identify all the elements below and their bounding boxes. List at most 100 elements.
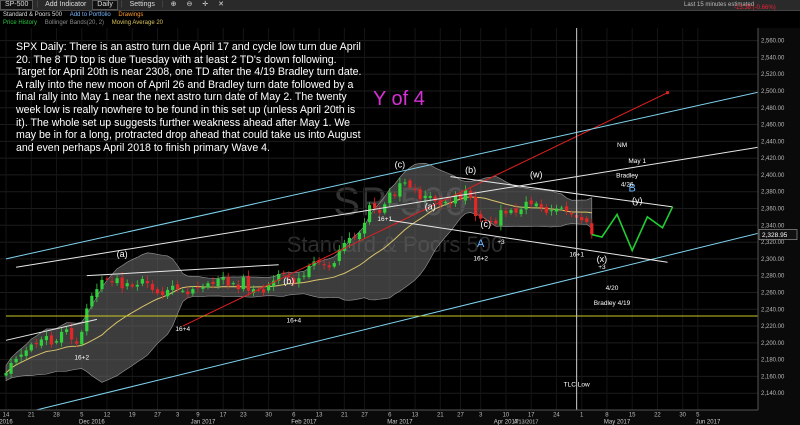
legend-bollinger[interactable]: Bollinger Bands(20, 2) [44, 20, 105, 26]
date-tick-label: 21 [341, 413, 348, 419]
candle [171, 280, 175, 295]
candle [580, 213, 584, 224]
wave-annotation: 16+2 [74, 355, 89, 362]
candle [216, 276, 220, 289]
analysis-commentary: SPX Daily: There is an astro turn due Ap… [16, 41, 362, 154]
drawings-link[interactable]: Drawings [118, 12, 144, 18]
candle-body [100, 279, 104, 290]
date-tick-label: 24 [553, 413, 560, 419]
candle-body [499, 210, 503, 226]
candle [458, 191, 463, 201]
candle-body [302, 275, 306, 277]
candle-body [393, 194, 397, 196]
candle-body [44, 336, 48, 341]
candle [59, 327, 64, 347]
crosshair-icon[interactable]: ✛ [202, 1, 209, 8]
wave-annotation: (c) [481, 219, 492, 229]
candle [332, 260, 336, 269]
price-tick-label: 2,500.00 [761, 89, 785, 95]
date-tick-label: 21 [437, 413, 444, 419]
time-axis [0, 410, 800, 425]
price-tick-label: 2,540.00 [761, 55, 785, 61]
date-tick-label: 10 [503, 413, 510, 419]
candle-body [504, 210, 508, 214]
month-label: May 2017 [604, 420, 631, 425]
projection-path [591, 206, 674, 253]
wave-annotation: 16+1 [377, 216, 392, 223]
candle-body [564, 206, 569, 212]
candle [292, 275, 296, 286]
interval-select[interactable]: Daily [92, 0, 118, 10]
candle-body [383, 204, 387, 213]
candle-body [479, 214, 483, 219]
candle [362, 218, 367, 238]
candle-body [135, 284, 139, 287]
candle-body [171, 285, 175, 290]
candle [282, 270, 286, 276]
date-tick-label: 3 [176, 413, 180, 419]
date-tick-label: 15 [629, 413, 636, 419]
date-tick-label: 19 [129, 413, 136, 419]
candle [4, 370, 8, 378]
toolbar: SP-500 | Add Indicator Daily | Settings … [0, 0, 800, 11]
candle-body [489, 221, 493, 223]
candle-body [186, 291, 190, 295]
candle [509, 208, 513, 215]
candle [539, 199, 543, 212]
month-label: Jun 2017 [696, 420, 721, 425]
candle-body [29, 344, 33, 351]
white-b-line [450, 176, 673, 208]
candle [160, 286, 165, 300]
date-tick-label: 5 [80, 413, 84, 419]
candle-body [125, 283, 129, 287]
candle [54, 339, 59, 345]
month-label: 2016 [0, 420, 13, 425]
date-tick-label: 5 [696, 413, 700, 419]
candle [176, 280, 180, 293]
candle-body [373, 203, 377, 209]
legend-moving-average[interactable]: Moving Average 20 [111, 20, 163, 26]
month-label: Mar 2017 [387, 420, 413, 425]
candle-body [120, 277, 124, 289]
date-tick-label: 22 [654, 413, 661, 419]
month-label: Dec 2016 [79, 420, 105, 425]
candle [140, 276, 144, 287]
close-icon[interactable]: ✕ [218, 1, 224, 8]
candle-body [145, 281, 149, 284]
add-indicator-button[interactable]: Add Indicator [45, 1, 87, 8]
candle-body [342, 242, 346, 251]
candle [65, 326, 69, 335]
candle-body [514, 208, 518, 213]
zoom-out-icon[interactable]: ⊖ [186, 1, 193, 8]
candle [186, 286, 190, 299]
candle-body [509, 210, 513, 213]
wave-annotation: (c) [395, 159, 406, 169]
candle-body [524, 201, 528, 210]
candle [100, 276, 104, 293]
date-tick-label: 27 [457, 413, 464, 419]
candle-body [352, 236, 357, 238]
symbol-input[interactable]: SP-500 [0, 0, 34, 10]
candle-body [559, 207, 564, 209]
candle [150, 280, 155, 294]
delay-note: Last 15 minutes estimated [684, 2, 755, 8]
date-tick-label: 13 [316, 413, 323, 419]
add-portfolio-link[interactable]: Add to Portfolio [69, 12, 111, 18]
candle-body [403, 182, 407, 184]
wave-annotation: B [629, 183, 636, 195]
price-tick-label: 2,420.00 [761, 156, 785, 162]
candle-body [191, 289, 195, 294]
candle [373, 197, 377, 214]
candle [514, 203, 518, 217]
candle [29, 342, 33, 353]
wave-annotation: 16+2 [473, 256, 488, 263]
settings-button[interactable]: Settings [129, 1, 155, 8]
candle [14, 355, 18, 365]
zoom-in-icon[interactable]: ⊕ [170, 1, 177, 8]
candle [499, 204, 503, 231]
legend-price-history[interactable]: Price History [3, 20, 38, 26]
candle-body [80, 331, 84, 345]
candle [549, 204, 553, 216]
candle-body [130, 284, 134, 287]
